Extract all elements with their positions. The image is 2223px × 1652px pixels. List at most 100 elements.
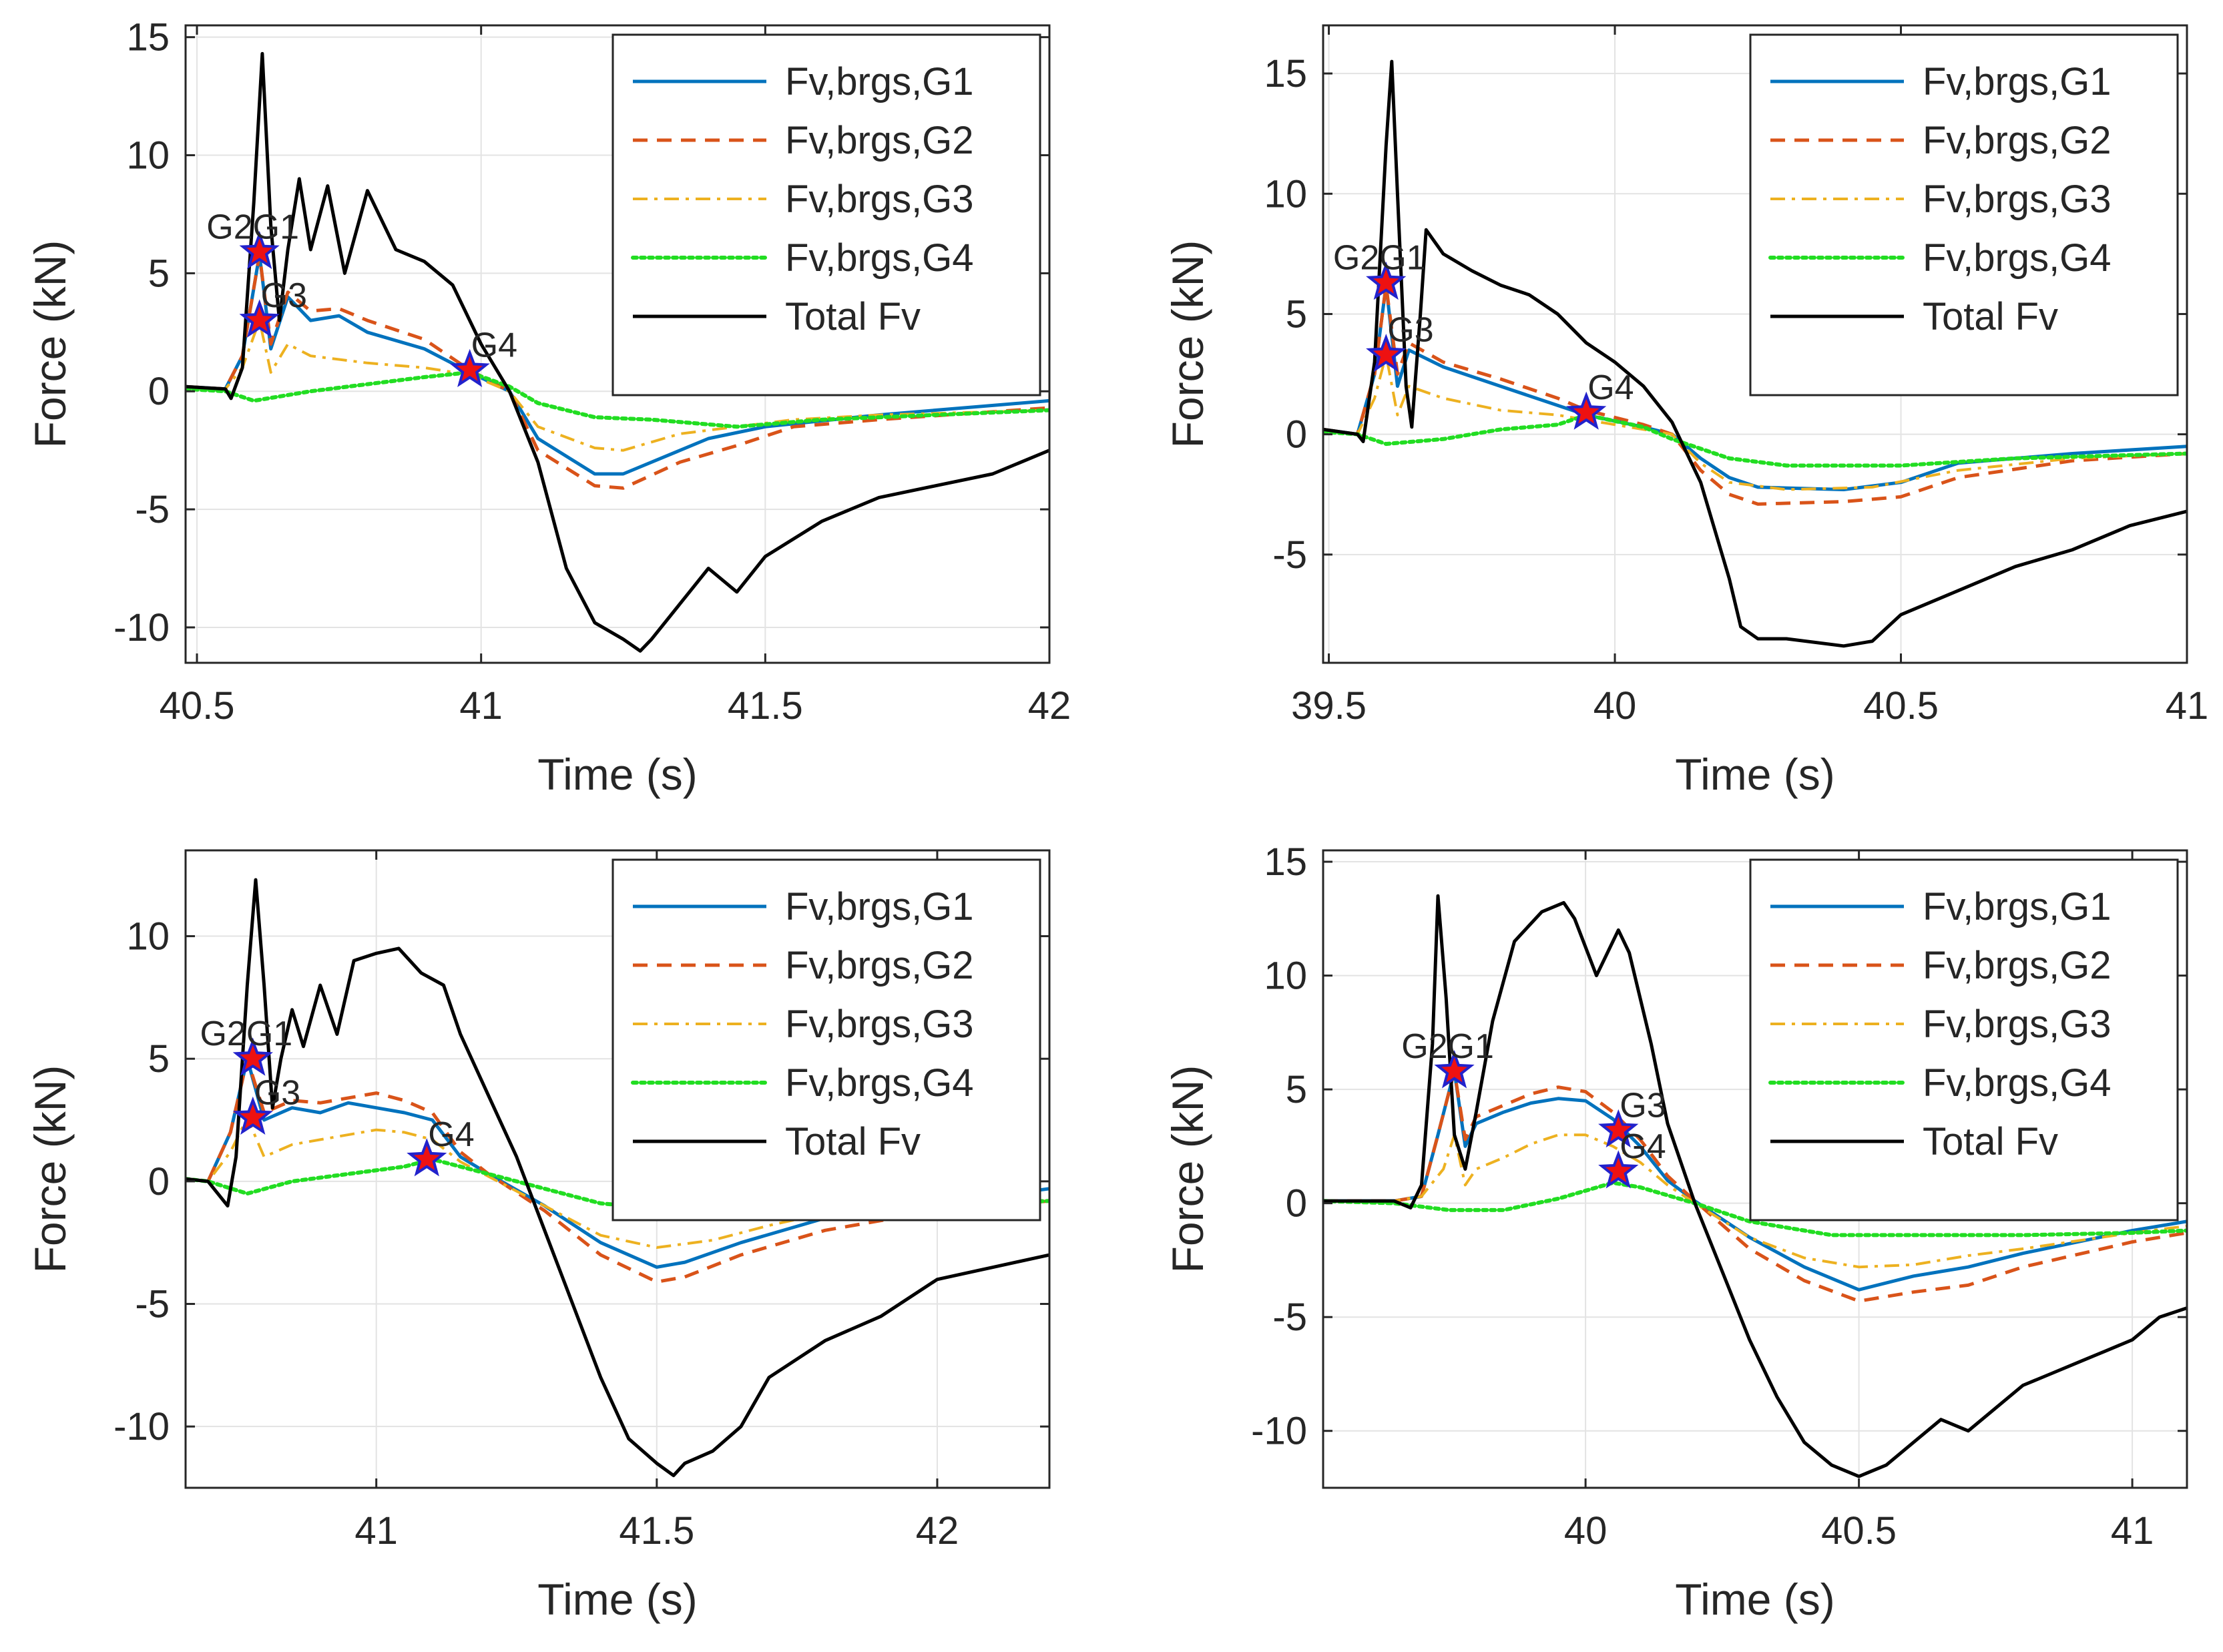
x-tick-label: 40 [1564, 1509, 1608, 1553]
marker-star [1566, 391, 1607, 430]
x-axis-title: Time (s) [1675, 750, 1835, 799]
series-line-g3 [1323, 1133, 2187, 1269]
legend-label: Fv,brgs,G2 [1923, 119, 2112, 162]
x-axis-title: Time (s) [537, 750, 698, 799]
marker-label: G4 [1620, 1127, 1666, 1166]
marker-label: G3 [254, 1073, 300, 1112]
legend-label: Fv,brgs,G4 [785, 236, 974, 280]
y-tick-label: 5 [1286, 292, 1307, 336]
y-tick-label: 10 [126, 915, 170, 958]
x-axis-title: Time (s) [537, 1575, 698, 1624]
x-tick-label: 41 [354, 1509, 398, 1553]
y-axis-title: Force (kN) [1163, 1065, 1212, 1274]
marker-star [407, 1138, 447, 1177]
legend-label: Fv,brgs,G2 [785, 119, 974, 162]
series-line-g2 [1323, 283, 2187, 506]
y-tick-label: -5 [1272, 1296, 1307, 1339]
legend-label: Fv,brgs,G1 [785, 60, 974, 103]
legend-label: Fv,brgs,G1 [785, 885, 974, 928]
y-tick-label: 0 [148, 370, 170, 413]
y-tick-label: -10 [113, 1405, 170, 1448]
x-tick-label: 41.5 [619, 1509, 694, 1553]
legend-label: Fv,brgs,G1 [1923, 60, 2112, 103]
marker-star [1366, 261, 1407, 300]
series-line-g4 [186, 370, 1049, 429]
y-tick-label: 5 [148, 1037, 170, 1081]
legend: Fv,brgs,G1 Fv,brgs,G2 Fv,brgs,G3 Fv,brgs,G4… [611, 858, 1041, 1221]
axes-box [184, 849, 1051, 1489]
legend-label: Fv,brgs,G2 [1923, 944, 2112, 987]
x-tick-label: 42 [916, 1509, 959, 1553]
legend-label: Total Fv [785, 295, 921, 338]
series-line-g4 [1323, 1181, 2187, 1237]
x-tick-label: 41 [2111, 1509, 2154, 1553]
legend-label: Total Fv [1923, 1120, 2058, 1163]
series-line-g4 [1323, 412, 2187, 468]
chart-panel-3: G2G1 G3 G4 41 41.5 42 -10 -5 0 5 10 Time (s) Force (… [25, 849, 1051, 1624]
marker-label: G4 [428, 1115, 474, 1154]
legend-box [611, 858, 1041, 1221]
y-tick-label: -5 [1272, 533, 1307, 577]
x-tick-label: 40 [1593, 684, 1637, 728]
legend-box [1749, 858, 2179, 1221]
x-tick-label: 41 [459, 684, 503, 728]
marker-label: G2G1 [206, 208, 299, 247]
series-line-total [1323, 59, 2187, 648]
series-line-g3 [1323, 353, 2187, 491]
x-tick-label: 39.5 [1291, 684, 1367, 728]
y-axis-title: Force (kN) [1163, 240, 1212, 449]
marker-star [449, 348, 490, 387]
marker-star [1598, 1109, 1639, 1148]
legend-label: Fv,brgs,G2 [785, 944, 974, 987]
x-tick-label: 40.5 [160, 684, 235, 728]
chart-panel-2: G2G1 G3 G4 39.5 40 40.5 41 -5 0 5 10 15 Time (s) Forc… [1163, 24, 2208, 799]
y-axis-title: Force (kN) [25, 1065, 75, 1274]
legend-label: Total Fv [1923, 295, 2058, 338]
marker-label: G3 [261, 276, 307, 315]
legend-label: Total Fv [785, 1120, 921, 1163]
series-line-total [186, 878, 1049, 1478]
y-tick-label: 0 [148, 1160, 170, 1203]
y-tick-label: 0 [1286, 1182, 1307, 1225]
legend-label: Fv,brgs,G4 [1923, 1061, 2112, 1105]
x-tick-label: 40.5 [1821, 1509, 1897, 1553]
y-axis-title: Force (kN) [25, 240, 75, 449]
legend: Fv,brgs,G1 Fv,brgs,G2 Fv,brgs,G3 Fv,brgs,G4… [1749, 858, 2179, 1221]
legend-label: Fv,brgs,G3 [785, 178, 974, 221]
y-tick-label: -5 [135, 488, 170, 531]
marker-star [232, 1096, 273, 1135]
marker-star [1598, 1150, 1639, 1189]
marker-label: G2G1 [1401, 1027, 1494, 1066]
y-tick-label: 0 [1286, 413, 1307, 457]
legend-label: Fv,brgs,G3 [1923, 1003, 2112, 1046]
x-tick-label: 40.5 [1863, 684, 1939, 728]
marker-star [239, 230, 280, 270]
marker-star [239, 299, 280, 338]
x-axis-title: Time (s) [1675, 1575, 1835, 1624]
y-tick-label: 10 [1264, 954, 1307, 998]
y-tick-label: -10 [113, 606, 170, 649]
legend-box [1749, 33, 2179, 396]
y-tick-label: 10 [126, 134, 170, 178]
marker-label: G3 [1620, 1087, 1666, 1125]
marker-label: G3 [1387, 311, 1433, 350]
legend: Fv,brgs,G1 Fv,brgs,G2 Fv,brgs,G3 Fv,brgs,G4… [1749, 33, 2179, 396]
marker-label: G2G1 [1333, 239, 1426, 278]
chart-panel-1: G2G1 G3 G4 40.5 41 41.5 42 -10 -5 0 5 10 15 Time (s) F… [25, 16, 1071, 799]
marker-label: G4 [1587, 368, 1634, 407]
series-line-total [186, 51, 1049, 653]
x-tick-label: 42 [1028, 684, 1071, 728]
marker-star [1434, 1050, 1475, 1089]
marker-star [1366, 334, 1407, 372]
legend-label: Fv,brgs,G4 [1923, 236, 2112, 280]
legend-label: Fv,brgs,G1 [1923, 885, 2112, 928]
series-line-g2 [186, 1057, 1049, 1284]
y-tick-label: 10 [1264, 172, 1307, 216]
series-line-g2 [186, 252, 1049, 490]
legend-label: Fv,brgs,G3 [785, 1003, 974, 1046]
axes-box [184, 24, 1051, 664]
x-tick-label: 41.5 [728, 684, 803, 728]
series-line-g2 [1323, 1069, 2187, 1303]
